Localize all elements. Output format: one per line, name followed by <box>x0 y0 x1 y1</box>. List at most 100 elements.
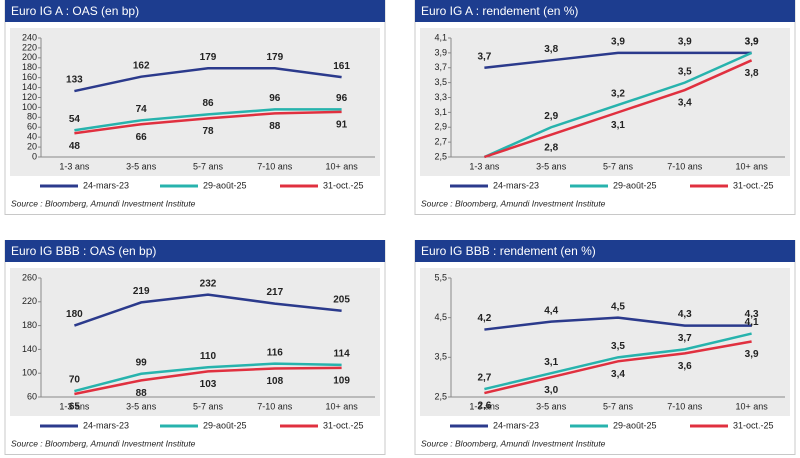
data-label: 108 <box>266 376 283 387</box>
y-tick-label: 5,5 <box>434 272 447 282</box>
chart-panel: Euro IG BBB : rendement (en %) 2,5 3,5 4,5 5… <box>414 240 796 455</box>
data-label: 3,9 <box>745 349 759 360</box>
data-label: 3,8 <box>745 68 759 79</box>
x-tick-label: 3-5 ans <box>126 401 157 411</box>
series-line <box>484 59 753 159</box>
data-label: 205 <box>333 294 350 305</box>
x-tick-label: 3-5 ans <box>536 161 567 171</box>
data-label: 3,0 <box>544 385 558 396</box>
y-tick-label: 220 <box>22 42 37 52</box>
y-tick-label: 60 <box>27 391 37 401</box>
x-tick-label: 1-3 ans <box>59 401 90 411</box>
data-label: 3,4 <box>611 369 625 380</box>
y-tick-label: 220 <box>22 296 37 306</box>
data-label: 88 <box>136 388 148 399</box>
series-line <box>74 362 342 393</box>
data-label: 3,7 <box>477 51 491 62</box>
x-tick-label: 7-10 ans <box>667 161 703 171</box>
legend-label: 29-août-25 <box>203 180 247 190</box>
data-label: 179 <box>266 52 283 63</box>
data-label: 86 <box>202 98 214 109</box>
legend-label: 24-mars-23 <box>83 420 129 430</box>
legend-label: 29-août-25 <box>613 180 657 190</box>
data-label: 4,2 <box>477 313 491 324</box>
data-label: 3,8 <box>544 44 558 55</box>
y-tick-label: 180 <box>22 62 37 72</box>
data-label: 4,1 <box>745 317 759 328</box>
y-tick-label: 260 <box>22 272 37 282</box>
data-label: 3,5 <box>678 66 692 77</box>
data-label: 110 <box>200 351 217 362</box>
chart-title: Euro IG A : rendement (en %) <box>421 4 578 18</box>
data-label: 3,1 <box>544 357 558 368</box>
x-tick-label: 5-7 ans <box>193 401 224 411</box>
y-tick-label: 60 <box>27 122 37 132</box>
plot-background <box>420 28 790 176</box>
data-label: 3,6 <box>678 361 692 372</box>
data-label: 180 <box>66 309 83 320</box>
data-label: 3,9 <box>678 37 692 48</box>
data-label: 54 <box>69 114 81 125</box>
series-line <box>483 51 753 159</box>
y-tick-label: 140 <box>22 344 37 354</box>
x-tick-label: 10+ ans <box>325 161 358 171</box>
x-tick-label: 5-7 ans <box>193 161 224 171</box>
data-label: 3,2 <box>611 89 625 100</box>
x-tick-label: 3-5 ans <box>126 161 157 171</box>
plot-background <box>10 268 380 416</box>
data-label: 2,6 <box>477 401 491 412</box>
legend-label: 31-oct.-25 <box>733 420 774 430</box>
data-label: 96 <box>269 93 281 104</box>
x-tick-label: 5-7 ans <box>603 161 634 171</box>
data-label: 3,9 <box>611 37 625 48</box>
y-tick-label: 4,5 <box>434 312 447 322</box>
y-tick-label: 140 <box>22 82 37 92</box>
panel-header <box>5 0 385 22</box>
x-tick-label: 7-10 ans <box>257 161 293 171</box>
data-label: 217 <box>266 287 283 298</box>
series-line <box>73 293 342 327</box>
data-label: 2,8 <box>544 142 558 153</box>
data-label: 133 <box>66 75 83 86</box>
legend-label: 29-août-25 <box>203 420 247 430</box>
x-tick-label: 7-10 ans <box>667 401 703 411</box>
data-label: 3,9 <box>745 37 759 48</box>
y-tick-label: 3,3 <box>434 92 447 102</box>
source-note: Source : Bloomberg, Amundi Investment In… <box>11 198 196 208</box>
series-line <box>484 340 752 395</box>
data-label: 96 <box>336 93 348 104</box>
y-tick-label: 2,7 <box>434 137 447 147</box>
y-tick-label: 100 <box>22 102 37 112</box>
y-tick-label: 2,5 <box>434 391 447 401</box>
x-tick-label: 10+ ans <box>325 401 358 411</box>
data-label: 109 <box>333 375 350 386</box>
chart-title: Euro IG BBB : rendement (en %) <box>421 244 596 258</box>
legend-label: 24-mars-23 <box>493 180 539 190</box>
data-label: 2,7 <box>477 373 491 384</box>
source-note: Source : Bloomberg, Amundi Investment In… <box>421 438 606 448</box>
panel-header <box>5 240 385 262</box>
legend-label: 24-mars-23 <box>83 180 129 190</box>
y-tick-label: 0 <box>32 151 37 161</box>
source-note: Source : Bloomberg, Amundi Investment In… <box>421 198 606 208</box>
y-tick-label: 3,7 <box>434 62 447 72</box>
data-label: 232 <box>200 278 217 289</box>
data-label: 78 <box>202 126 214 137</box>
legend-label: 29-août-25 <box>613 420 657 430</box>
series-line <box>484 51 752 69</box>
data-label: 4,4 <box>544 305 558 316</box>
data-label: 88 <box>269 121 281 132</box>
data-label: 3,9 <box>745 37 759 48</box>
legend-label: 31-oct.-25 <box>323 180 364 190</box>
chart-panel: Euro IG A : rendement (en %) 2,5 2,7 2,9 3,1… <box>414 0 796 215</box>
data-label: 103 <box>200 379 217 390</box>
x-tick-label: 5-7 ans <box>603 401 634 411</box>
x-tick-label: 10+ ans <box>735 161 768 171</box>
data-label: 70 <box>69 375 81 386</box>
y-tick-label: 2,5 <box>434 151 447 161</box>
y-tick-label: 3,1 <box>434 107 447 117</box>
x-tick-label: 1-3 ans <box>469 401 500 411</box>
data-label: 3,1 <box>611 120 625 131</box>
chart-title: Euro IG BBB : OAS (en bp) <box>11 244 156 258</box>
